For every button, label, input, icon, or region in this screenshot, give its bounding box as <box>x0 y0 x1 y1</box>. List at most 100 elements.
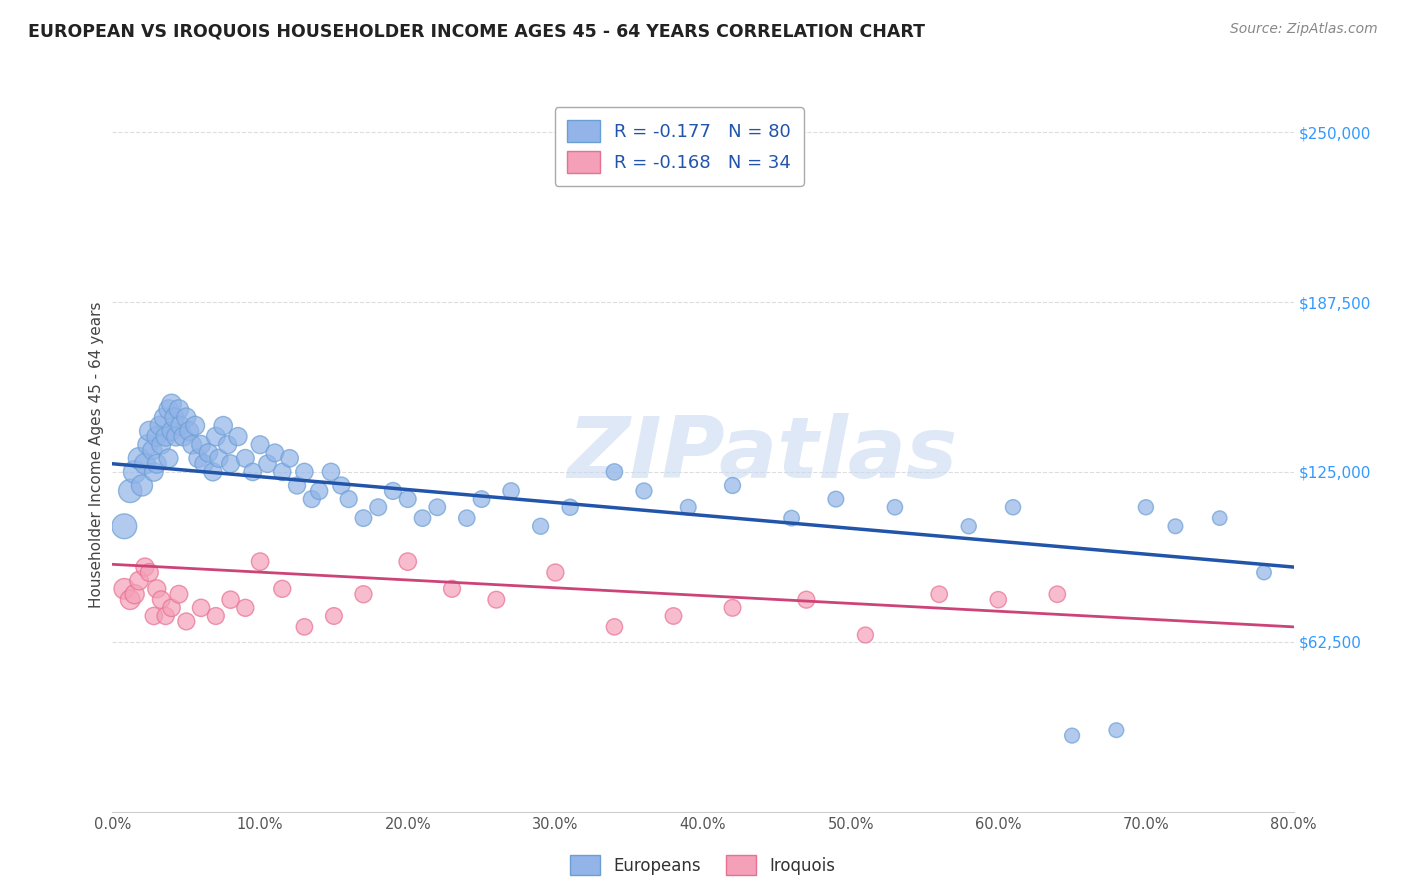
Point <box>485 592 508 607</box>
Point <box>184 418 207 433</box>
Y-axis label: Householder Income Ages 45 - 64 years: Householder Income Ages 45 - 64 years <box>89 301 104 608</box>
Point <box>987 592 1010 607</box>
Point <box>155 429 177 443</box>
Point <box>205 429 228 443</box>
Point <box>120 483 142 498</box>
Point <box>242 465 264 479</box>
Point <box>120 592 142 607</box>
Point <box>134 560 156 574</box>
Point <box>179 424 201 438</box>
Point <box>193 457 215 471</box>
Point <box>470 492 494 507</box>
Legend: Europeans, Iroquois: Europeans, Iroquois <box>564 848 842 882</box>
Point <box>160 397 183 411</box>
Point <box>796 592 818 607</box>
Point <box>128 451 150 466</box>
Point <box>141 443 163 458</box>
Point <box>721 478 744 492</box>
Point <box>190 438 212 452</box>
Point <box>163 410 186 425</box>
Point <box>233 451 256 466</box>
Point <box>167 587 190 601</box>
Point <box>323 609 346 624</box>
Point <box>165 429 187 443</box>
Point <box>678 500 700 515</box>
Point <box>142 465 165 479</box>
Text: ZIPatlas: ZIPatlas <box>567 413 957 497</box>
Point <box>928 587 950 601</box>
Point <box>1046 587 1069 601</box>
Point <box>1001 500 1024 515</box>
Point <box>149 418 172 433</box>
Point <box>603 620 626 634</box>
Point <box>411 511 433 525</box>
Point <box>131 478 153 492</box>
Text: Source: ZipAtlas.com: Source: ZipAtlas.com <box>1230 22 1378 37</box>
Point <box>134 457 156 471</box>
Point <box>330 478 353 492</box>
Point <box>169 418 191 433</box>
Point <box>157 402 180 417</box>
Point <box>824 492 846 507</box>
Point <box>150 438 173 452</box>
Point <box>174 615 197 629</box>
Point <box>212 418 235 433</box>
Point <box>160 424 183 438</box>
Point <box>264 446 287 460</box>
Point <box>208 451 231 466</box>
Point <box>633 483 655 498</box>
Point <box>181 438 204 452</box>
Point <box>271 465 294 479</box>
Point <box>308 483 330 498</box>
Point <box>855 628 877 642</box>
Point <box>217 438 239 452</box>
Point <box>146 457 169 471</box>
Point <box>396 555 419 569</box>
Point <box>205 609 228 624</box>
Point <box>1164 519 1187 533</box>
Point <box>352 587 374 601</box>
Point <box>337 492 360 507</box>
Point <box>155 609 177 624</box>
Point <box>1253 566 1275 580</box>
Point <box>146 429 169 443</box>
Point <box>187 451 209 466</box>
Point <box>142 609 165 624</box>
Point <box>1062 729 1084 743</box>
Point <box>367 500 389 515</box>
Point <box>197 446 219 460</box>
Point <box>352 511 374 525</box>
Point <box>112 519 135 533</box>
Point <box>150 592 173 607</box>
Point <box>382 483 405 498</box>
Point <box>780 511 803 525</box>
Point <box>172 429 194 443</box>
Point <box>285 478 308 492</box>
Point <box>138 424 160 438</box>
Point <box>301 492 323 507</box>
Point <box>456 511 478 525</box>
Point <box>1135 500 1157 515</box>
Point <box>278 451 301 466</box>
Point <box>124 587 146 601</box>
Point <box>256 457 278 471</box>
Point <box>249 438 271 452</box>
Point <box>112 582 135 596</box>
Point <box>226 429 249 443</box>
Point <box>233 600 256 615</box>
Point <box>501 483 523 498</box>
Point <box>249 555 271 569</box>
Point <box>174 410 197 425</box>
Point <box>441 582 464 596</box>
Point <box>721 600 744 615</box>
Point <box>544 566 567 580</box>
Point <box>529 519 551 533</box>
Point <box>558 500 582 515</box>
Point <box>136 438 159 452</box>
Point <box>662 609 685 624</box>
Text: EUROPEAN VS IROQUOIS HOUSEHOLDER INCOME AGES 45 - 64 YEARS CORRELATION CHART: EUROPEAN VS IROQUOIS HOUSEHOLDER INCOME … <box>28 22 925 40</box>
Point <box>146 582 169 596</box>
Point <box>190 600 212 615</box>
Point <box>153 410 176 425</box>
Point <box>957 519 980 533</box>
